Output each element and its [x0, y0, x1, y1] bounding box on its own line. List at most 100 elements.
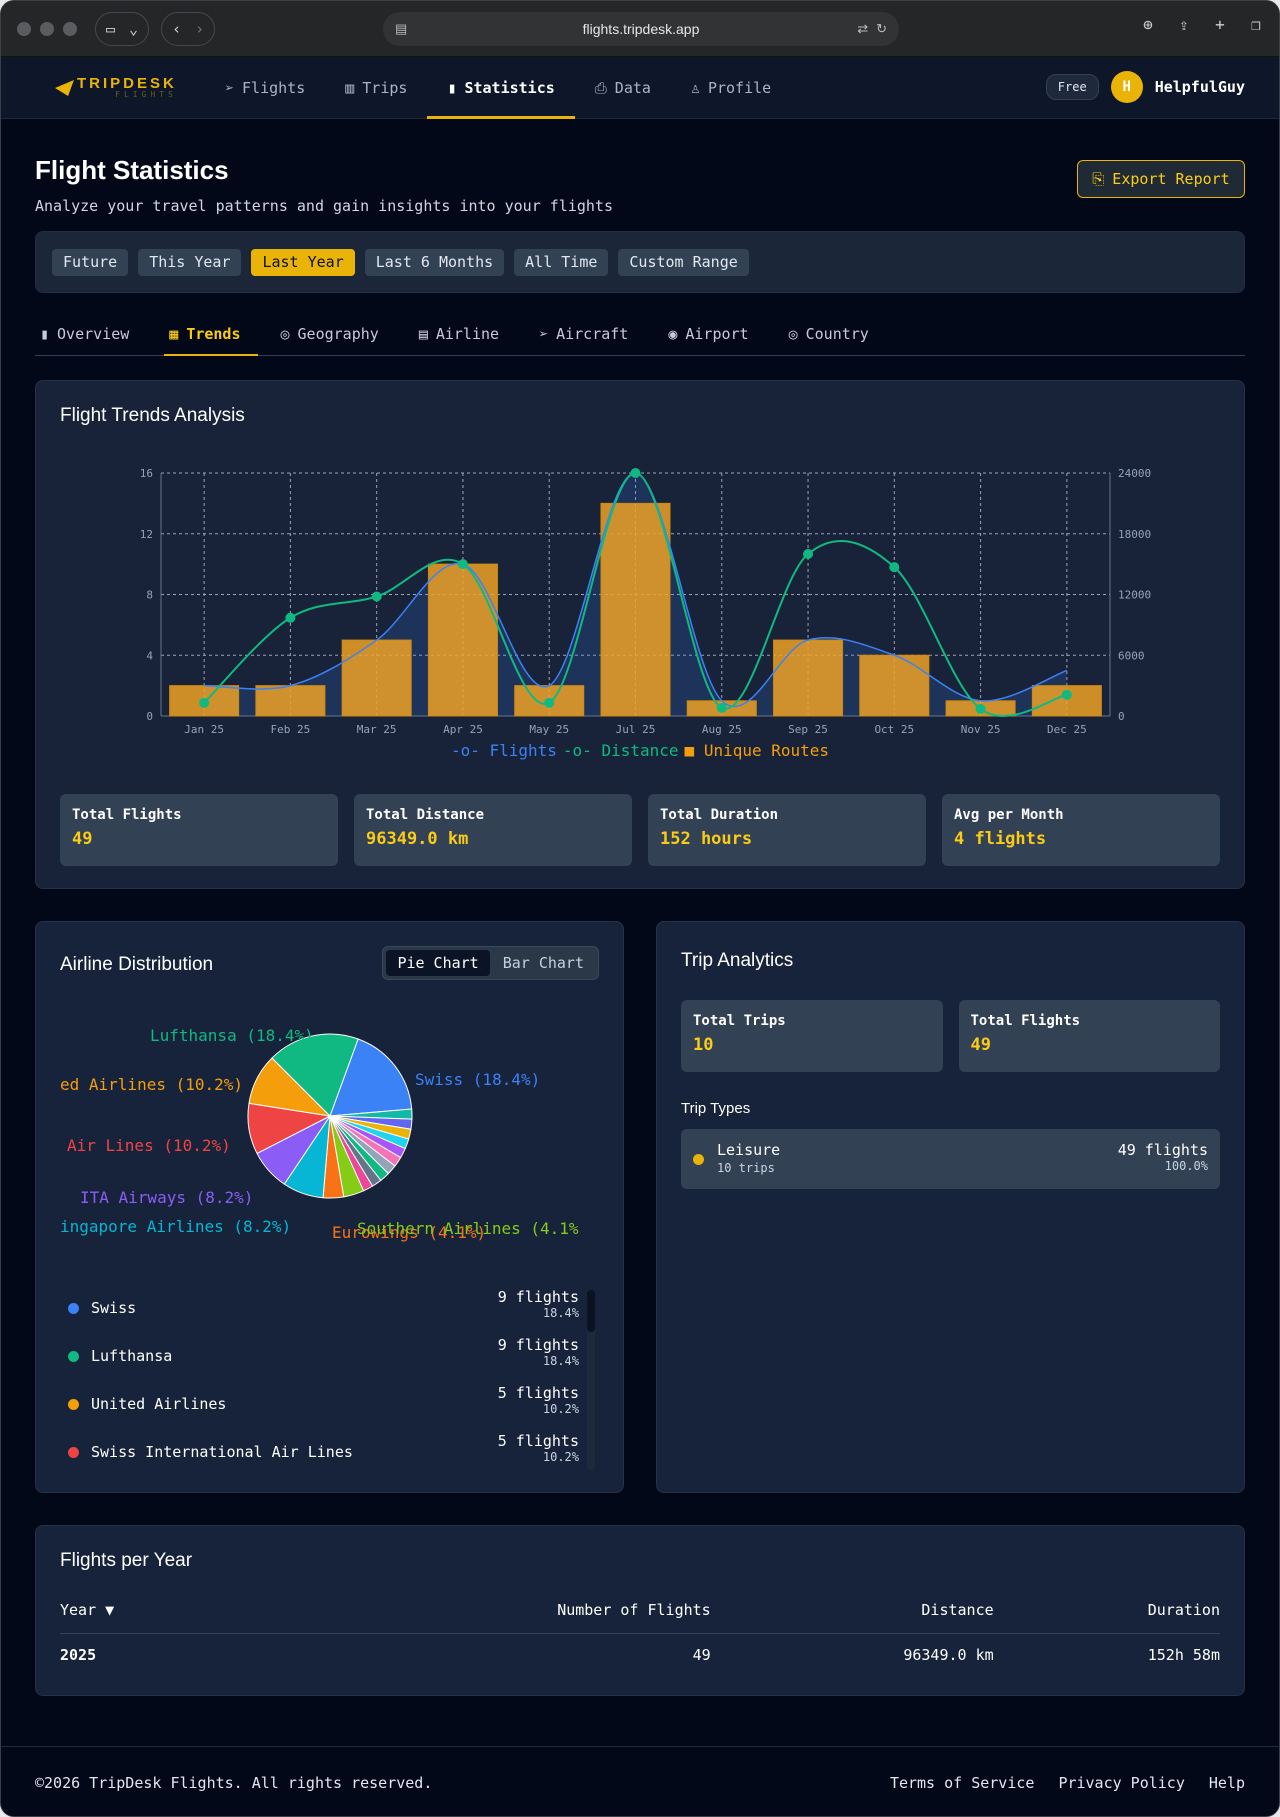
range-last-6-months[interactable]: Last 6 Months: [364, 248, 505, 276]
zoom-window-button[interactable]: [63, 21, 77, 36]
back-icon[interactable]: ‹: [172, 19, 182, 38]
window-controls: [17, 21, 77, 36]
distance-point: [371, 591, 382, 602]
tab-label: Airline: [435, 325, 500, 343]
pie-label: ingapore Airlines (8.2%): [60, 1217, 292, 1236]
column-header-flights[interactable]: Number of Flights: [229, 1588, 711, 1634]
tab-label: Trends: [186, 325, 241, 343]
list-item[interactable]: Swiss International Air Lines 5 flights 1…: [60, 1428, 587, 1470]
bar-chart-button[interactable]: Bar Chart: [502, 954, 584, 972]
trends-chart: 0 4 8 12 16 0 6000 12000 18000 24000 Jan 25 Feb 25 M…: [140, 467, 1151, 736]
list-item[interactable]: Lufthansa 9 flights 18.4%: [60, 1332, 587, 1380]
share-icon[interactable]: ⇪: [1179, 15, 1189, 34]
reload-icon[interactable]: ↻: [876, 21, 887, 36]
privacy-link[interactable]: Privacy Policy: [1058, 1773, 1185, 1792]
column-header-duration[interactable]: Duration: [993, 1588, 1220, 1634]
help-link[interactable]: Help: [1208, 1773, 1245, 1792]
terms-link[interactable]: Terms of Service: [889, 1773, 1035, 1792]
route-bar: [600, 502, 671, 717]
nav-item-trips[interactable]: ▥ Trips: [325, 57, 427, 119]
x-tick-label: Oct 25: [874, 723, 914, 736]
chart-type-toggle: Pie Chart Bar Chart: [382, 946, 599, 980]
minimize-window-button[interactable]: [40, 21, 54, 36]
list-item[interactable]: United Airlines 5 flights 10.2%: [60, 1380, 587, 1428]
range-custom[interactable]: Custom Range: [618, 248, 749, 276]
range-future[interactable]: Future: [52, 248, 129, 276]
column-header-year[interactable]: Year ▼: [60, 1588, 230, 1634]
y-tick-label: 12: [140, 528, 153, 541]
url-text: flights.tripdesk.app: [582, 21, 700, 37]
pie-label: Air Lines (10.2%): [67, 1136, 231, 1155]
pie-slice[interactable]: [329, 1038, 413, 1117]
list-item[interactable]: Swiss 9 flights 18.4%: [60, 1284, 587, 1332]
trip-type-item[interactable]: Leisure 10 trips 49 flights 100.0%: [681, 1129, 1220, 1189]
tab-country[interactable]: ◎ Country: [784, 313, 886, 355]
x-tick-label: Apr 25: [443, 723, 483, 736]
file-export-icon: ⎘: [1092, 170, 1105, 188]
trip-stats: Total Trips 10 Total Flights 49: [681, 1000, 1220, 1072]
chevron-down-icon[interactable]: ⌄: [129, 19, 139, 38]
line-marker-icon: -o-: [450, 741, 480, 760]
tab-label: Geography: [297, 325, 379, 343]
y2-tick-label: 24000: [1118, 467, 1151, 480]
distance-point: [630, 468, 641, 478]
forward-icon[interactable]: ›: [195, 19, 205, 38]
page-header: Flight Statistics Analyze your travel pa…: [35, 119, 1245, 231]
legend-distance[interactable]: -o- Distance: [562, 741, 679, 760]
translate-icon[interactable]: ⇄: [857, 21, 869, 36]
route-bar: [859, 654, 930, 717]
x-tick-label: Nov 25: [961, 723, 1001, 736]
nav-item-data[interactable]: ⎙ Data: [575, 57, 671, 119]
download-icon[interactable]: ⊕: [1143, 15, 1153, 34]
y2-tick-label: 18000: [1118, 528, 1151, 541]
map-icon: ▥: [345, 78, 355, 97]
range-last-year[interactable]: Last Year: [251, 248, 355, 276]
pie-label: Lufthansa (18.4%): [150, 1026, 314, 1045]
pie-label: Southern Airlines (4.1%): [357, 1219, 580, 1238]
legend-routes[interactable]: ■ Unique Routes: [684, 741, 830, 760]
distance-point: [544, 697, 555, 708]
tabs-overview-icon[interactable]: ❐: [1251, 15, 1261, 34]
tab-aircraft[interactable]: ➢ Aircraft: [534, 313, 645, 355]
tab-geography[interactable]: ◎ Geography: [276, 313, 396, 355]
column-header-distance[interactable]: Distance: [710, 1588, 994, 1634]
list-scrollbar[interactable]: [587, 1290, 595, 1470]
y-tick-label: 0: [146, 710, 153, 723]
tab-overview[interactable]: ▮ Overview: [35, 313, 146, 355]
nav-item-profile[interactable]: ♙ Profile: [671, 57, 791, 119]
range-all-time[interactable]: All Time: [514, 248, 609, 276]
close-window-button[interactable]: [17, 21, 31, 36]
username[interactable]: HelpfulGuy: [1154, 78, 1245, 96]
nav-item-statistics[interactable]: ▮ Statistics: [427, 57, 576, 119]
route-bar: [427, 563, 498, 717]
pie-chart-button[interactable]: Pie Chart: [386, 950, 490, 976]
sidebar-icon[interactable]: ▭: [106, 19, 116, 38]
avatar[interactable]: H: [1110, 71, 1143, 103]
y-tick-label: 4: [146, 649, 153, 662]
site-settings-icon[interactable]: ▤: [395, 21, 408, 36]
airline-list: Swiss 9 flights 18.4% Lufthansa 9 flights…: [60, 1284, 587, 1470]
export-report-button[interactable]: ⎘ Export Report: [1077, 160, 1245, 198]
tab-trends[interactable]: ▦ Trends: [164, 313, 258, 356]
file-icon: ⎙: [594, 78, 607, 97]
x-tick-label: Feb 25: [271, 723, 311, 736]
x-tick-label: Mar 25: [357, 723, 397, 736]
new-tab-icon[interactable]: +: [1215, 15, 1225, 34]
address-bar[interactable]: ▤ flights.tripdesk.app ⇄ ↻: [383, 12, 899, 46]
color-dot: [68, 1350, 79, 1362]
tab-airline[interactable]: ▤ Airline: [414, 313, 516, 355]
pie-slice[interactable]: [271, 1033, 359, 1117]
pin-icon: ◉: [668, 325, 678, 343]
trends-title: Flight Trends Analysis: [60, 405, 245, 426]
nav-item-flights[interactable]: ➢ Flights: [205, 57, 325, 119]
range-this-year[interactable]: This Year: [138, 248, 242, 276]
tab-airport[interactable]: ◉ Airport: [663, 313, 765, 355]
color-dot: [693, 1154, 704, 1165]
scrollbar-thumb[interactable]: [587, 1290, 595, 1332]
brand-logo[interactable]: TRIPDESK FLIGHTS: [32, 76, 205, 99]
legend-flights[interactable]: -o- Flights: [450, 741, 557, 760]
tab-label: Aircraft: [556, 325, 629, 343]
fpy-title: Flights per Year: [60, 1550, 193, 1571]
distance-point: [285, 612, 296, 623]
airline-title: Airline Distribution: [60, 954, 214, 975]
